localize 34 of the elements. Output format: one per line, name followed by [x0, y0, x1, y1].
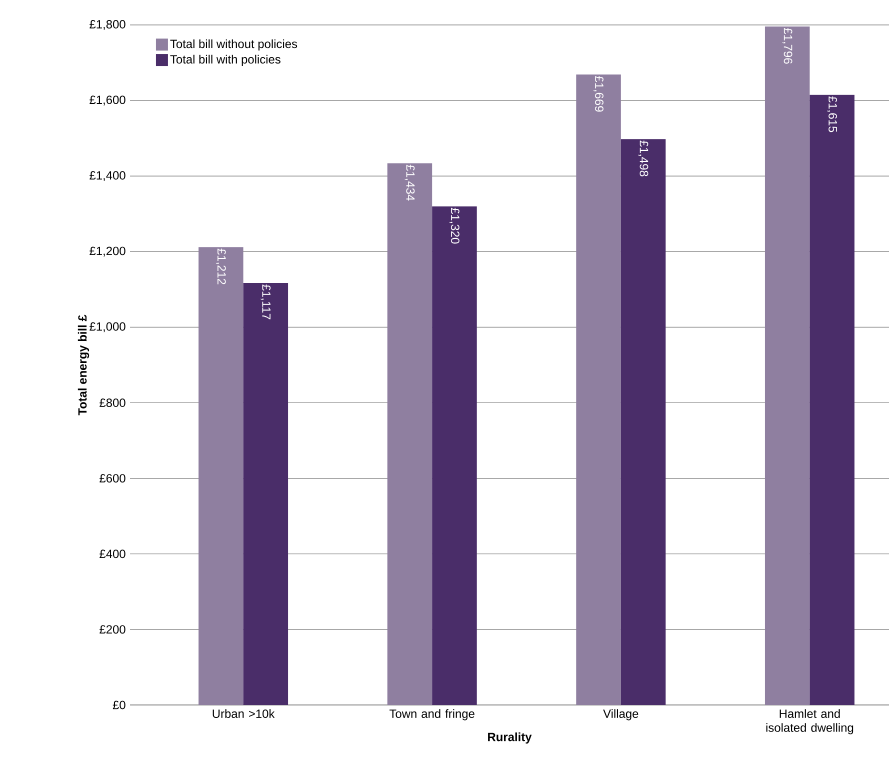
y-tick-label: £1,600 — [90, 96, 126, 106]
y-tick-label: £600 — [100, 474, 126, 483]
bar — [432, 206, 477, 705]
bar — [387, 163, 432, 705]
bar — [198, 247, 244, 705]
y-tick-label: £1,800 — [90, 20, 126, 30]
x-tick-label: Town and fringe — [390, 709, 474, 720]
data-label: £1,615 — [827, 96, 838, 132]
x-tick-label: Urban >10k — [212, 709, 275, 718]
data-label: £1,796 — [782, 28, 792, 64]
bar — [576, 74, 621, 705]
y-tick-label: £1,000 — [90, 322, 126, 332]
y-tick-label: £0 — [112, 700, 126, 710]
bar — [810, 94, 854, 705]
data-label: £1,669 — [594, 76, 604, 112]
y-tick-label: £800 — [100, 398, 126, 407]
data-label: £1,498 — [638, 140, 648, 176]
x-axis-title: Rurality — [488, 732, 532, 744]
y-tick-label: £200 — [100, 625, 126, 634]
bar — [620, 139, 666, 705]
y-tick-label: £1,400 — [90, 171, 126, 182]
data-label: £1,212 — [216, 248, 226, 284]
y-tick-label: £400 — [100, 550, 126, 558]
legend-label: Total bill without policies — [170, 39, 298, 51]
bar — [243, 283, 288, 705]
bar — [764, 26, 810, 705]
y-axis-title: Total energy bill £ — [78, 314, 90, 416]
data-label: £1,434 — [404, 164, 415, 201]
data-label: £1,320 — [450, 208, 460, 244]
y-tick-label: £1,200 — [90, 246, 126, 257]
data-label: £1,117 — [260, 284, 271, 320]
legend-label: Total bill with policies — [170, 54, 280, 66]
x-tick-label: Village — [603, 709, 638, 720]
x-tick-label: Hamlet and isolated dwelling — [766, 709, 854, 734]
